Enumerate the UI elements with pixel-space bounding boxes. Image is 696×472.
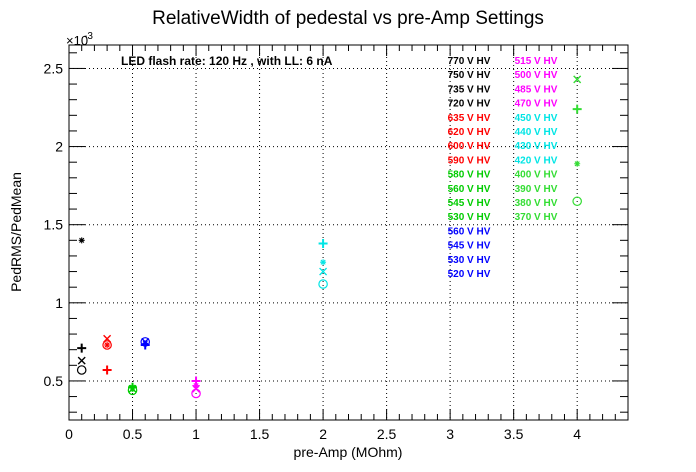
legend-entry: 380 V HV bbox=[515, 198, 558, 209]
plot-annotation: LED flash rate: 120 Hz , with LL: 6 nA bbox=[121, 54, 333, 68]
x-tick-label: 1.5 bbox=[250, 426, 270, 442]
grid-layer bbox=[69, 45, 628, 420]
marker-plus bbox=[77, 343, 87, 353]
legend-entry: 560 V HV bbox=[448, 184, 491, 195]
marker-circle bbox=[76, 365, 87, 375]
legend-entry: 450 V HV bbox=[515, 113, 558, 124]
x-tick-label: 3 bbox=[446, 426, 454, 442]
x-axis-label: pre-Amp (MOhm) bbox=[294, 444, 403, 460]
y-axis-label: PedRMS/PedMean bbox=[8, 172, 24, 292]
legend-entry: 720 V HV bbox=[448, 99, 491, 110]
marker-circle bbox=[572, 196, 582, 207]
legend-entry: 520 V HV bbox=[448, 269, 491, 280]
legend-entry: 735 V HV bbox=[448, 84, 491, 95]
x-tick-label: 3.5 bbox=[504, 426, 524, 442]
marker-x bbox=[573, 75, 582, 84]
marker-x bbox=[319, 267, 328, 276]
legend: 770 V HV 750 V HV 735 V HV 720 V HV 635 V HV… bbox=[448, 56, 558, 280]
marker-circle bbox=[127, 385, 138, 396]
legend-entry: 440 V HV bbox=[515, 127, 558, 138]
marker-star bbox=[193, 382, 200, 389]
marker-plus bbox=[318, 238, 328, 248]
marker-plus bbox=[572, 104, 582, 114]
marker-circle bbox=[191, 388, 201, 399]
marker-star bbox=[104, 342, 111, 348]
x-tick-label: 1 bbox=[192, 426, 200, 442]
legend-entry: 530 V HV bbox=[448, 212, 491, 223]
legend-entry: 590 V HV bbox=[448, 155, 491, 166]
y-exponent-base: ×10 bbox=[66, 33, 88, 48]
legend-entry: 635 V HV bbox=[448, 113, 491, 124]
y-tick-label: 1 bbox=[55, 295, 63, 311]
y-tick-label: 2.5 bbox=[44, 60, 64, 76]
y-exponent-label: ×10 -3 bbox=[66, 31, 93, 48]
legend-entry: 560 V HV bbox=[448, 226, 491, 237]
x-tick-label: 0 bbox=[65, 426, 73, 442]
marker-star bbox=[129, 384, 136, 391]
legend-entry: 390 V HV bbox=[515, 184, 558, 195]
legend-entry: 600 V HV bbox=[448, 141, 491, 152]
legend-entry: 545 V HV bbox=[448, 241, 491, 252]
x-tick-label: 4 bbox=[573, 426, 581, 442]
legend-entry: 470 V HV bbox=[515, 99, 558, 110]
y-tick-label: 2 bbox=[55, 139, 63, 155]
legend-entry: 370 V HV bbox=[515, 212, 558, 223]
data-points bbox=[76, 75, 582, 399]
legend-entry: 620 V HV bbox=[448, 127, 491, 138]
marker-star bbox=[78, 237, 85, 244]
legend-entry: 515 V HV bbox=[515, 56, 558, 67]
legend-entry: 420 V HV bbox=[515, 155, 558, 166]
y-tick-label: 0.5 bbox=[44, 373, 64, 389]
marker-circle bbox=[318, 279, 328, 289]
marker-plus bbox=[102, 365, 112, 375]
legend-entry: 580 V HV bbox=[448, 170, 491, 181]
marker-circle bbox=[102, 340, 112, 350]
legend-entry: 485 V HV bbox=[515, 84, 558, 95]
legend-entry: 770 V HV bbox=[448, 56, 491, 67]
legend-entry: 500 V HV bbox=[515, 70, 558, 81]
legend-entry: 530 V HV bbox=[448, 255, 491, 266]
y-tick-label: 1.5 bbox=[44, 217, 64, 233]
marker-star bbox=[574, 160, 581, 167]
x-tick-label: 2 bbox=[319, 426, 327, 442]
marker-plus bbox=[140, 340, 150, 350]
x-tick-label: 0.5 bbox=[123, 426, 143, 442]
legend-entry: 400 V HV bbox=[515, 170, 558, 181]
x-tick-label: 2.5 bbox=[377, 426, 397, 442]
marker-x bbox=[77, 356, 86, 365]
legend-entry: 750 V HV bbox=[448, 70, 491, 81]
axis-layer: 0 0.5 1 1.5 2 2.5 3 3.5 4 0.5 1 1.5 2 2.5 bbox=[44, 45, 628, 442]
marker-star bbox=[320, 259, 327, 266]
legend-entry: 430 V HV bbox=[515, 141, 558, 152]
chart-title: RelativeWidth of pedestal vs pre-Amp Set… bbox=[152, 8, 544, 29]
legend-entry: 545 V HV bbox=[448, 198, 491, 209]
y-exponent-power: -3 bbox=[84, 31, 93, 42]
